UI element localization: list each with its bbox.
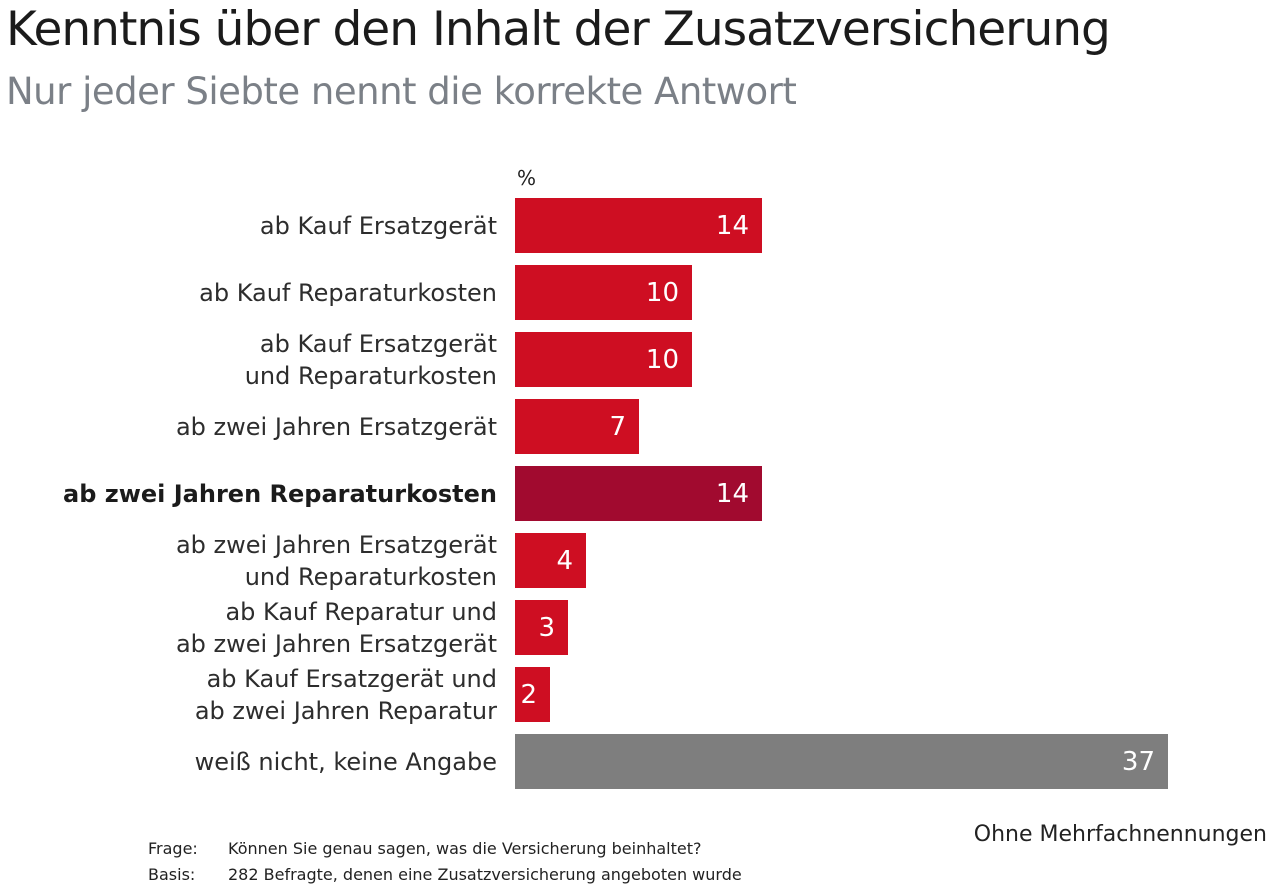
bar-value-1: 14 (715, 210, 749, 241)
chart-row-5: ab zwei Jahren Reparaturkosten 14 (0, 466, 1280, 521)
note-ohne-mehrfachnennungen: Ohne Mehrfachnennungen (973, 822, 1267, 847)
basis-label: Basis: (148, 865, 196, 884)
bar-chart: ab Kauf Ersatzgerät 14 ab Kauf Reparaturko… (0, 198, 1280, 801)
category-label-8: ab Kauf Ersatzgerät und ab zwei Jahren R… (194, 664, 497, 725)
category-label-7: ab Kauf Reparatur und ab zwei Jahren Ers… (175, 597, 497, 658)
basis-text: 282 Befragte, denen eine Zusatzversicher… (228, 865, 742, 884)
bar-value-6: 4 (556, 545, 573, 576)
category-label-3: ab Kauf Ersatzgerät und Reparaturkosten (244, 329, 497, 390)
source-block: Frage: Können Sie genau sagen, was die V… (148, 836, 742, 885)
chart-row-9: weiß nicht, keine Angabe 37 (0, 734, 1280, 789)
category-label-1: ab Kauf Ersatzgerät (259, 211, 497, 240)
chart-row-8: ab Kauf Ersatzgerät und ab zwei Jahren R… (0, 665, 1280, 725)
frage-text: Können Sie genau sagen, was die Versiche… (228, 839, 702, 858)
bar-value-9: 37 (1121, 746, 1155, 777)
chart-row-6: ab zwei Jahren Ersatzgerät und Reparatur… (0, 531, 1280, 591)
page-title: Kenntnis über den Inhalt der Zusatzversi… (6, 2, 1111, 57)
bar-value-3: 10 (645, 344, 679, 375)
page-subtitle: Nur jeder Siebte nennt die korrekte Antw… (6, 70, 797, 113)
basis-line: Basis: 282 Befragte, denen eine Zusatzve… (148, 862, 742, 885)
category-label-6: ab zwei Jahren Ersatzgerät und Reparatur… (175, 530, 497, 591)
bar-1: 14 (515, 198, 762, 253)
chart-row-7: ab Kauf Reparatur und ab zwei Jahren Ers… (0, 598, 1280, 658)
chart-row-3: ab Kauf Ersatzgerät und Reparaturkosten 1… (0, 330, 1280, 390)
percent-axis-label: % (517, 166, 537, 190)
bar-value-5: 14 (715, 478, 749, 509)
category-label-5: ab zwei Jahren Reparaturkosten (63, 479, 497, 508)
chart-row-4: ab zwei Jahren Ersatzgerät 7 (0, 399, 1280, 454)
bar-value-7: 3 (538, 612, 555, 643)
bar-value-8: 2 (520, 679, 537, 710)
chart-row-2: ab Kauf Reparaturkosten 10 (0, 265, 1280, 320)
bar-8: 2 (515, 667, 550, 722)
bar-5: 14 (515, 466, 762, 521)
bar-value-4: 7 (609, 411, 626, 442)
bar-6: 4 (515, 533, 586, 588)
chart-rows: ab Kauf Ersatzgerät 14 ab Kauf Reparaturko… (0, 198, 1280, 789)
category-label-4: ab zwei Jahren Ersatzgerät (175, 412, 497, 441)
category-label-9: weiß nicht, keine Angabe (194, 747, 497, 776)
bar-9: 37 (515, 734, 1168, 789)
bar-3: 10 (515, 332, 692, 387)
bar-2: 10 (515, 265, 692, 320)
frage-label: Frage: (148, 839, 198, 858)
category-label-2: ab Kauf Reparaturkosten (199, 278, 497, 307)
bar-7: 3 (515, 600, 568, 655)
chart-row-1: ab Kauf Ersatzgerät 14 (0, 198, 1280, 253)
bar-value-2: 10 (645, 277, 679, 308)
bar-4: 7 (515, 399, 639, 454)
frage-line: Frage: Können Sie genau sagen, was die V… (148, 836, 742, 862)
